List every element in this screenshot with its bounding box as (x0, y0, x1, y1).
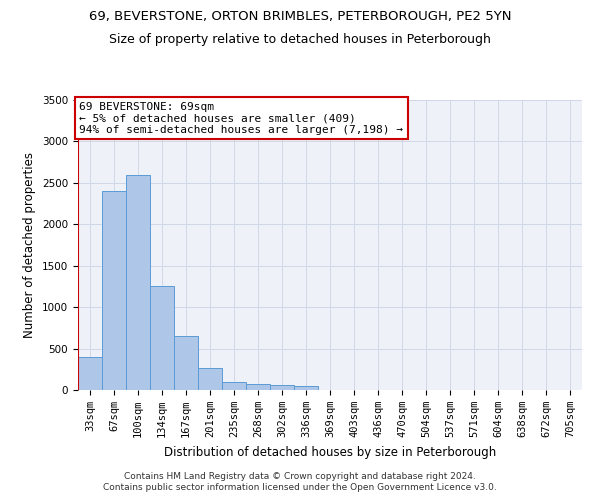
Bar (222, 382, 246, 390)
Bar (270, 385, 294, 390)
X-axis label: Distribution of detached houses by size in Peterborough: Distribution of detached houses by size … (164, 446, 496, 458)
Bar (102, 191, 126, 390)
Text: 69, BEVERSTONE, ORTON BRIMBLES, PETERBOROUGH, PE2 5YN: 69, BEVERSTONE, ORTON BRIMBLES, PETERBOR… (89, 10, 511, 23)
Bar (198, 368, 222, 390)
Text: Size of property relative to detached houses in Peterborough: Size of property relative to detached ho… (109, 32, 491, 46)
Bar (150, 286, 174, 390)
Bar (78, 357, 102, 390)
Bar (126, 174, 150, 390)
Bar (246, 384, 270, 390)
Bar (294, 386, 318, 390)
Text: Contains public sector information licensed under the Open Government Licence v3: Contains public sector information licen… (103, 484, 497, 492)
Text: Contains HM Land Registry data © Crown copyright and database right 2024.: Contains HM Land Registry data © Crown c… (124, 472, 476, 481)
Text: 69 BEVERSTONE: 69sqm
← 5% of detached houses are smaller (409)
94% of semi-detac: 69 BEVERSTONE: 69sqm ← 5% of detached ho… (79, 102, 403, 135)
Y-axis label: Number of detached properties: Number of detached properties (23, 152, 37, 338)
Bar (174, 336, 198, 390)
